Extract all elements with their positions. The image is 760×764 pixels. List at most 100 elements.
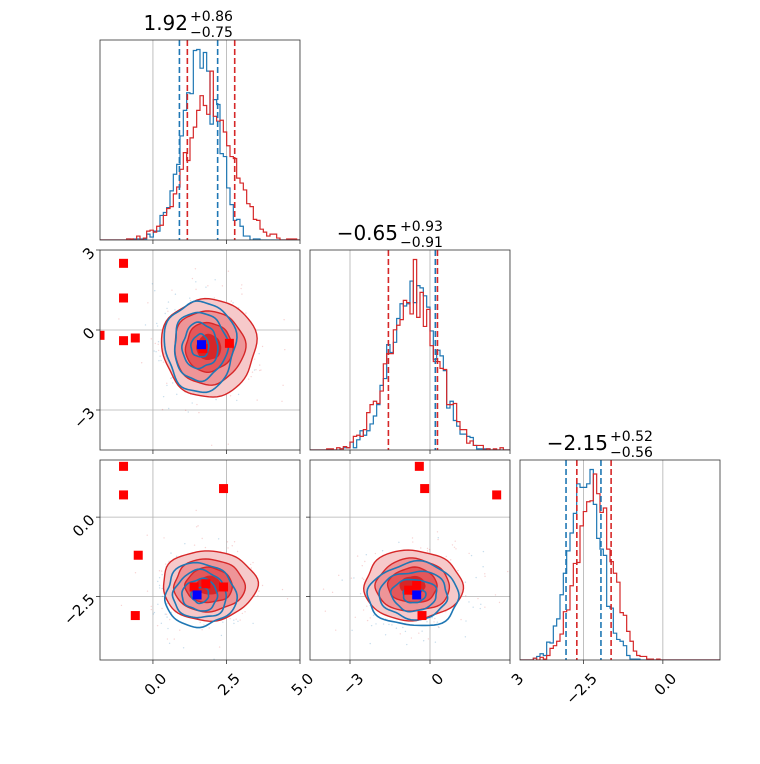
pair-2-0-red-sample xyxy=(150,608,153,611)
pair-2-0-red-sample xyxy=(244,611,246,613)
pair-1-0-red-marker-5 xyxy=(224,338,234,348)
pair-2-0-red-sample xyxy=(286,598,289,600)
pair-1-0-red-sample xyxy=(284,348,286,351)
pair-2-1-blue-contour-0 xyxy=(366,559,460,627)
pair-2-0-red-marker-7 xyxy=(201,579,211,589)
pair-1-0-blue-sample xyxy=(232,302,234,304)
pair-2-0-red-sample xyxy=(257,595,259,597)
pair-2-0-blue-contour-0 xyxy=(163,561,239,629)
hist-2-frame xyxy=(519,459,721,661)
pair-1-0-blue-sample xyxy=(195,281,197,283)
pair-2-0-red-sample xyxy=(197,525,199,527)
pair-2-0-blue-sample xyxy=(233,622,235,625)
hist-0-frame xyxy=(99,39,301,241)
pair-2-0-red-sample xyxy=(134,572,137,574)
pair-1-0-blue-contour-3 xyxy=(190,332,210,358)
pair-1-0-red-sample xyxy=(161,408,164,411)
pair-1-0-red-sample xyxy=(283,319,285,321)
pair-1-0-blue-sample xyxy=(166,307,168,310)
hist-0-title-plus: +0.86 xyxy=(190,9,233,25)
pair-1-0-blue-sample xyxy=(166,384,168,387)
xtick-label-0-2: 5.0 xyxy=(288,670,318,700)
pair-2-0-red-sample xyxy=(227,547,229,549)
pair-2-1-red-sample xyxy=(361,577,364,579)
pair-2-0-red-sample xyxy=(193,544,196,546)
pair-2-1-red-sample xyxy=(445,555,447,558)
pair-2-1-red-sample xyxy=(350,577,353,579)
pair-1-0-red-marker-2 xyxy=(119,293,129,303)
xtick-label-1-1: 0 xyxy=(428,670,447,689)
pair-2-1-red-sample xyxy=(434,617,436,620)
pair-2-1-red-sample xyxy=(433,621,435,623)
pair-2-1-red-sample xyxy=(468,552,470,555)
pair-1-0-blue-sample xyxy=(168,407,170,410)
pair-1-0-red-sample xyxy=(195,288,197,291)
pair-2-0-blue-sample xyxy=(161,595,164,598)
ytick-label-2-1: 0.0 xyxy=(69,511,99,541)
xtick-label-1-0: −3 xyxy=(339,670,367,698)
pair-2-1-blue-sample xyxy=(475,576,477,579)
pair-1-0-red-sample xyxy=(260,369,262,371)
histogram-panel-1 xyxy=(310,250,510,450)
pair-1-0-red-sample xyxy=(240,287,242,290)
pair-1-0-blue-contour-0 xyxy=(163,300,238,394)
pair-2-0-blue-sample xyxy=(166,602,168,605)
pair-2-1-blue-sample xyxy=(391,624,393,626)
pair-2-1-blue-contour-1 xyxy=(378,570,449,621)
xtick-label-2-1: 0.0 xyxy=(651,670,681,700)
pair-2-0-blue-contour-1 xyxy=(171,568,227,619)
pair-2-1-blue-sample xyxy=(422,640,425,642)
pair-2-1-red-sample xyxy=(506,570,509,573)
pair-2-0-red-sample xyxy=(179,629,181,631)
pair-2-1-red-marker-5 xyxy=(404,585,414,595)
pair-1-0-blue-sample xyxy=(156,325,159,327)
pair-1-0-blue-sample xyxy=(160,359,162,362)
pair-2-1-red-sample xyxy=(437,538,439,541)
pair-1-0-blue-sample xyxy=(191,402,193,404)
pair-1-0-blue-sample xyxy=(258,352,260,355)
pair-2-1-red-sample xyxy=(418,632,420,634)
pair-2-1-blue-sample xyxy=(341,579,343,581)
pair-1-0-red-sample xyxy=(157,349,160,352)
pair-1-0-red-sample xyxy=(261,345,264,348)
pair-2-0-red-sample xyxy=(241,612,244,615)
pair-2-0-red-sample xyxy=(168,560,170,563)
pair-2-1-red-sample xyxy=(374,552,377,555)
pair-2-1-blue-sample xyxy=(434,641,437,643)
pair-2-1-blue-sample xyxy=(406,643,408,646)
pair-2-1-red-sample xyxy=(338,574,340,577)
pair-2-1-blue-sample xyxy=(395,627,398,629)
ytick-label-1-0: −3 xyxy=(70,404,98,432)
pair-1-0-blue-sample xyxy=(170,377,172,380)
pair-2-1-red-sample xyxy=(399,633,401,635)
pair-1-0-red-sample xyxy=(229,395,232,397)
pair-1-0-blue-sample xyxy=(158,360,160,362)
pair-2-1-red-sample xyxy=(427,638,430,640)
pair-1-0-red-sample xyxy=(253,358,256,360)
pair-2-0-blue-sample xyxy=(161,573,163,576)
pair-2-0-blue-sample xyxy=(164,613,166,615)
pair-1-0-red-sample xyxy=(118,318,120,320)
pair-1-0-red-sample xyxy=(221,285,224,287)
pair-2-1-red-sample xyxy=(454,540,456,542)
pair-2-1-blue-sample xyxy=(464,581,467,583)
pair-1-0-red-sample xyxy=(166,382,168,384)
pair-1-0-blue-sample xyxy=(172,382,174,384)
pair-2-1-red-sample xyxy=(437,626,440,628)
pair-1-0-blue-sample xyxy=(174,309,176,311)
pair-2-1-red-sample xyxy=(322,588,325,590)
pair-2-1-red-sample xyxy=(498,601,501,604)
pair-2-0-red-sample xyxy=(236,550,239,553)
hist-2-blue-series xyxy=(520,468,720,660)
pair-2-1-blue-sample xyxy=(388,623,390,626)
pair-2-0-blue-sample xyxy=(158,584,161,587)
pair-panel-2-0 xyxy=(100,460,300,660)
pair-2-0-red-marker-1 xyxy=(119,490,129,500)
pair-2-1-red-sample xyxy=(450,559,452,561)
pair-1-0-red-sample xyxy=(147,302,149,304)
pair-2-0-red-sample xyxy=(201,537,203,540)
histogram-panel-0 xyxy=(100,40,300,240)
pair-2-0-red-sample xyxy=(233,541,236,543)
